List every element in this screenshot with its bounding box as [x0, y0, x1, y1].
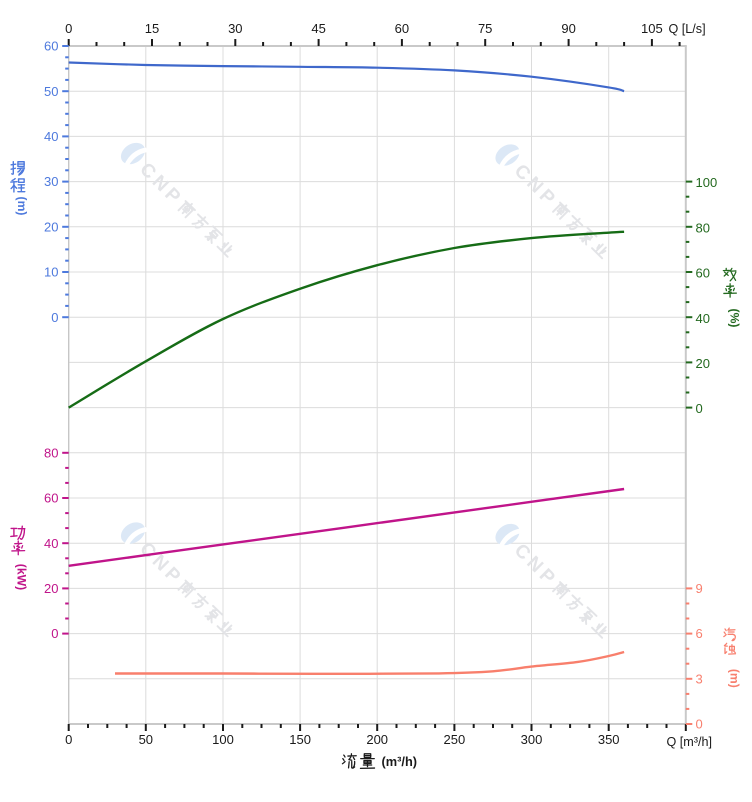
svg-text:0: 0: [65, 21, 72, 36]
svg-text:Q [L/s]: Q [L/s]: [669, 22, 706, 36]
svg-text:9: 9: [696, 581, 703, 596]
svg-text:60: 60: [44, 39, 58, 54]
svg-text:30: 30: [44, 174, 58, 189]
svg-text:20: 20: [44, 581, 58, 596]
svg-text:90: 90: [561, 21, 575, 36]
svg-text:50: 50: [139, 732, 153, 747]
svg-text:(%): (%): [728, 309, 742, 328]
svg-text:75: 75: [478, 21, 492, 36]
svg-text:60: 60: [395, 21, 409, 36]
svg-text:40: 40: [44, 536, 58, 551]
svg-text:20: 20: [696, 356, 710, 371]
svg-text:(m³/h): (m³/h): [382, 754, 418, 769]
svg-text:60: 60: [696, 266, 710, 281]
svg-text:30: 30: [228, 21, 242, 36]
svg-text:0: 0: [696, 401, 703, 416]
svg-text:150: 150: [289, 732, 311, 747]
svg-text:0: 0: [51, 310, 58, 325]
svg-text:Q [m³/h]: Q [m³/h]: [667, 735, 712, 749]
svg-text:(kW): (kW): [15, 564, 29, 590]
svg-text:(m): (m): [728, 669, 742, 688]
svg-text:20: 20: [44, 219, 58, 234]
svg-text:100: 100: [696, 175, 718, 190]
svg-text:350: 350: [598, 732, 620, 747]
svg-text:50: 50: [44, 84, 58, 99]
svg-text:3: 3: [696, 671, 703, 686]
svg-text:105: 105: [641, 21, 663, 36]
svg-text:15: 15: [145, 21, 159, 36]
svg-text:200: 200: [366, 732, 388, 747]
svg-text:60: 60: [44, 491, 58, 506]
svg-text:6: 6: [696, 626, 703, 641]
svg-text:40: 40: [696, 311, 710, 326]
svg-text:0: 0: [696, 717, 703, 732]
svg-text:(m): (m): [15, 197, 29, 216]
svg-text:0: 0: [51, 626, 58, 641]
svg-text:80: 80: [696, 220, 710, 235]
svg-text:10: 10: [44, 265, 58, 280]
svg-text:250: 250: [444, 732, 466, 747]
svg-text:40: 40: [44, 129, 58, 144]
svg-text:80: 80: [44, 445, 58, 460]
svg-text:300: 300: [521, 732, 543, 747]
svg-text:0: 0: [65, 732, 72, 747]
svg-text:100: 100: [212, 732, 234, 747]
svg-text:45: 45: [311, 21, 325, 36]
